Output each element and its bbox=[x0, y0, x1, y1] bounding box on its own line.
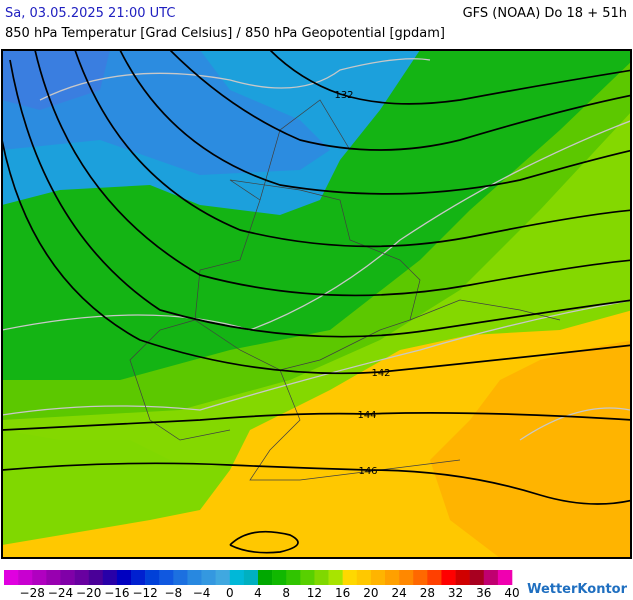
colorbar-swatch bbox=[215, 570, 231, 585]
subtitle: 850 hPa Temperatur [Grad Celsius] / 850 … bbox=[5, 26, 446, 41]
colorbar-swatch bbox=[173, 570, 188, 585]
colorbar-swatch bbox=[272, 570, 287, 585]
colorbar-label: 32 bbox=[448, 586, 463, 600]
colorbar-label: 0 bbox=[226, 586, 234, 600]
colorbar-swatch bbox=[314, 570, 329, 585]
colorbar-swatch bbox=[385, 570, 400, 585]
colorbar-swatch bbox=[258, 570, 273, 585]
model: GFS (NOAA) Do 18 + 51h bbox=[462, 6, 627, 21]
colorbar-swatch bbox=[116, 570, 132, 585]
colorbar-swatch bbox=[4, 570, 19, 585]
colorbar-label: 16 bbox=[335, 586, 350, 600]
colorbar-swatch bbox=[243, 570, 259, 585]
colorbar-swatch bbox=[74, 570, 89, 585]
colorbar-swatch bbox=[497, 570, 513, 585]
contour-label: 142 bbox=[371, 368, 390, 379]
colorbar-swatch bbox=[187, 570, 202, 585]
colorbar-swatch bbox=[342, 570, 358, 585]
colorbar-label: 36 bbox=[476, 586, 491, 600]
colorbar-swatch bbox=[229, 570, 245, 585]
colorbar-swatch bbox=[455, 570, 470, 585]
contour-label: 146 bbox=[358, 466, 377, 477]
colorbar-label: 20 bbox=[363, 586, 378, 600]
colorbar-swatch bbox=[18, 570, 33, 585]
colorbar-swatch bbox=[441, 570, 456, 585]
colorbar-swatch bbox=[469, 570, 485, 585]
colorbar-swatch bbox=[413, 570, 428, 585]
zone-green-sw bbox=[2, 430, 230, 545]
geopotential-contours bbox=[2, 50, 631, 554]
colorbar-swatch bbox=[201, 570, 216, 585]
colorbar-swatch bbox=[159, 570, 174, 585]
temperature-field bbox=[2, 50, 631, 558]
colorbar-swatch bbox=[145, 570, 160, 585]
colorbar-label: −8 bbox=[164, 586, 182, 600]
contour-label: 144 bbox=[357, 410, 376, 421]
colorbar-swatch bbox=[328, 570, 343, 585]
colorbar-swatch bbox=[32, 570, 47, 585]
colorbar-label: 40 bbox=[504, 586, 519, 600]
colorbar-label: 12 bbox=[307, 586, 322, 600]
logo: WetterKontor bbox=[527, 582, 627, 597]
contour-label: 132 bbox=[334, 90, 353, 101]
colorbar-swatch bbox=[286, 570, 301, 585]
colorbar-swatch bbox=[427, 570, 442, 585]
colorbar-swatch bbox=[356, 570, 372, 585]
map-frame bbox=[1, 49, 632, 559]
colorbar-label: −24 bbox=[48, 586, 73, 600]
colorbar-swatch bbox=[46, 570, 61, 585]
colorbar-swatch bbox=[370, 570, 386, 585]
colorbar-swatch bbox=[300, 570, 315, 585]
colorbar-label: 8 bbox=[282, 586, 290, 600]
colorbar-label: −20 bbox=[76, 586, 101, 600]
date: Sa, 03.05.2025 21:00 UTC bbox=[5, 6, 176, 21]
colorbar-label: −12 bbox=[132, 586, 157, 600]
colorbar-swatch bbox=[483, 570, 499, 585]
isotherms bbox=[2, 58, 631, 441]
colorbar-swatch bbox=[60, 570, 75, 585]
colorbar-swatch bbox=[399, 570, 414, 585]
colorbar-swatch bbox=[88, 570, 104, 585]
zone-blue-deep bbox=[2, 50, 110, 110]
colorbar-label: 24 bbox=[391, 586, 406, 600]
colorbar-label: 28 bbox=[420, 586, 435, 600]
colorbar-label: −16 bbox=[104, 586, 129, 600]
colorbar-swatch bbox=[131, 570, 146, 585]
colorbar-label: −4 bbox=[193, 586, 211, 600]
colorbar-swatch bbox=[102, 570, 118, 585]
colorbar-label: −28 bbox=[20, 586, 45, 600]
colorbar-label: 4 bbox=[254, 586, 262, 600]
